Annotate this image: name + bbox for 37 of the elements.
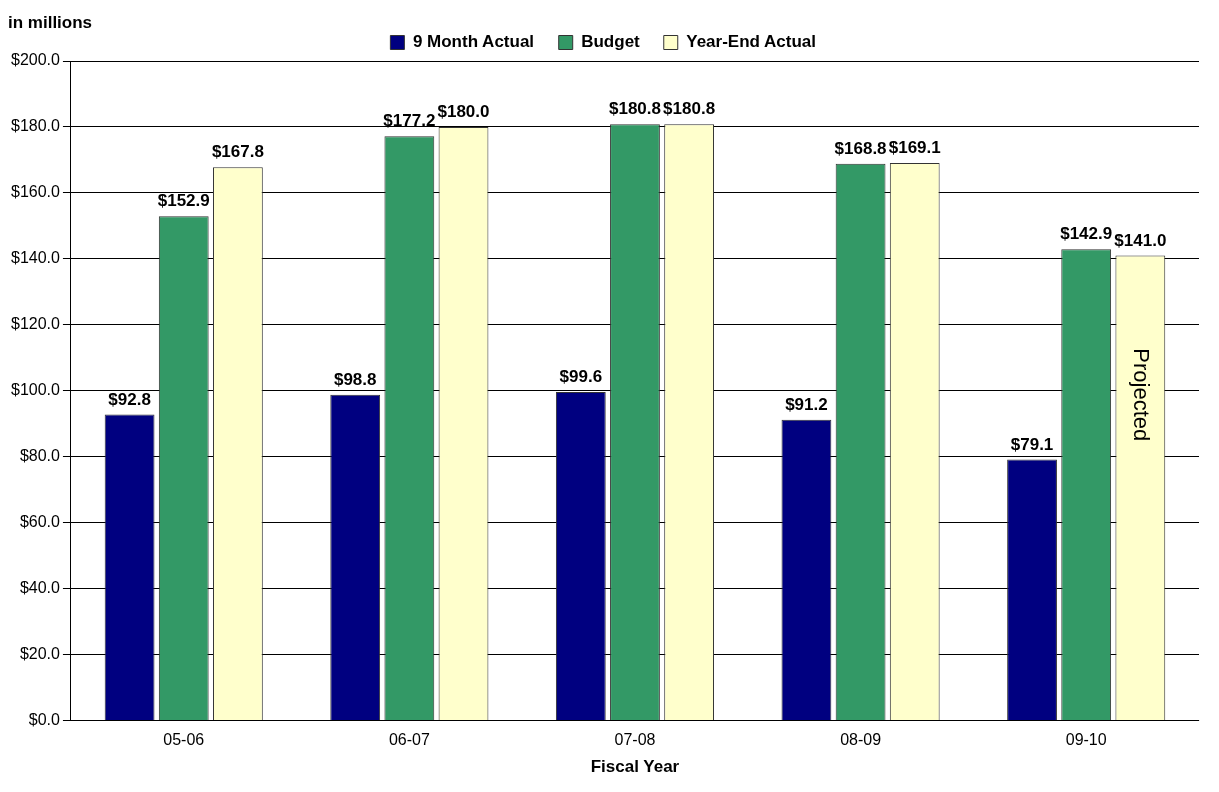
- data-label: $152.9: [157, 191, 210, 211]
- x-tick-label: 06-07: [388, 731, 430, 749]
- y-tick-label: $200.0: [11, 51, 61, 69]
- data-label: $99.6: [559, 367, 603, 387]
- y-tick-label: $100.0: [11, 381, 61, 399]
- y-tick-label: $120.0: [11, 315, 61, 333]
- x-axis-title: Fiscal Year: [590, 757, 680, 777]
- y-tick-label: $180.0: [11, 117, 61, 135]
- x-tick-label: 09-10: [1065, 731, 1107, 749]
- data-label: $180.8: [608, 99, 661, 119]
- y-tick-label: $0.0: [28, 710, 61, 728]
- x-tick-label: 08-09: [840, 731, 882, 749]
- data-label: $141.0: [1114, 230, 1167, 250]
- x-tick-label: 05-06: [163, 731, 205, 749]
- y-tick-label: $140.0: [11, 249, 61, 267]
- y-tick-label: $160.0: [11, 183, 61, 201]
- data-label: $79.1: [1010, 434, 1054, 454]
- data-label: $169.1: [888, 138, 941, 158]
- data-label: $180.8: [663, 99, 716, 119]
- legend-label: 9 Month Actual: [412, 32, 535, 52]
- legend-label: Budget: [581, 32, 641, 52]
- legend-label: Year-End Actual: [686, 32, 816, 52]
- data-label: $98.8: [333, 369, 377, 389]
- data-label: $92.8: [108, 389, 151, 409]
- data-label: $177.2: [383, 111, 436, 131]
- y-axis-title: in millions: [8, 12, 93, 32]
- y-tick-label: $80.0: [19, 447, 61, 465]
- y-tick-label: $60.0: [19, 512, 61, 530]
- data-label: $168.8: [834, 139, 887, 159]
- y-tick-label: $20.0: [19, 644, 61, 662]
- data-label: $167.8: [211, 142, 264, 162]
- data-label: $91.2: [785, 394, 828, 414]
- x-tick-label: 07-08: [614, 731, 656, 749]
- data-label: $180.0: [437, 102, 490, 122]
- y-tick-label: $40.0: [19, 578, 61, 596]
- annotation: Projected: [1129, 348, 1155, 442]
- data-label: $142.9: [1060, 224, 1113, 244]
